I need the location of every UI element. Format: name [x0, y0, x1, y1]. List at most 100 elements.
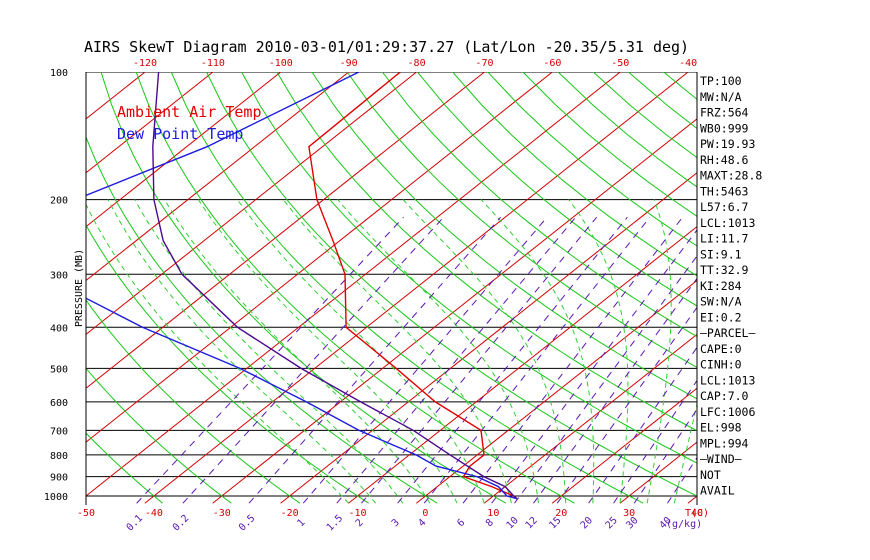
- mixing-ratio-label: 3: [390, 517, 402, 529]
- isotherm-line: [348, 225, 697, 504]
- isotherm-line: [551, 387, 697, 504]
- mixing-ratio-line: [533, 277, 697, 504]
- index-line: LCL:1013: [700, 216, 755, 230]
- index-line: LI:11.7: [700, 232, 749, 246]
- index-line: CAPE:0: [700, 342, 742, 356]
- index-line: LCL:1013: [700, 373, 755, 387]
- mixing-ratio-label: 2: [354, 517, 366, 529]
- isotherm-line: [212, 118, 697, 504]
- top-temp-label: -120: [133, 58, 157, 69]
- moist-adiabat: [480, 199, 595, 504]
- moist-adiabat: [568, 199, 629, 504]
- index-line: PW:19.93: [700, 137, 755, 151]
- moist-adiabat: [646, 199, 672, 504]
- dry-adiabat: [100, 72, 507, 504]
- grid-lines: [0, 72, 870, 504]
- isotherm-line: [144, 72, 689, 504]
- isotherm-line: [86, 72, 282, 228]
- mixing-ratio-line: [397, 216, 628, 504]
- bottom-temp-axis: -50 -40 -30 -20 -10 0 10 20 30 40T(C): [77, 508, 709, 519]
- dry-adiabat: [663, 72, 697, 101]
- mixing-ratio-line: [613, 379, 697, 504]
- chart-title: AIRS SkewT Diagram 2010-03-01/01:29:37.2…: [84, 38, 689, 56]
- bottom-temp-label: 0: [422, 508, 428, 519]
- moist-adiabat: [673, 401, 697, 504]
- pressure-tick-label: 500: [50, 364, 68, 375]
- profile-line-0: [308, 72, 518, 500]
- index-line: SW:N/A: [700, 295, 742, 309]
- profile-line-1: [86, 72, 518, 500]
- top-temp-label: -100: [269, 58, 293, 69]
- dry-adiabat: [346, 72, 697, 369]
- index-line: RH:48.6: [700, 153, 749, 167]
- dry-adiabat: [381, 72, 697, 338]
- moist-adiabat: [107, 199, 376, 504]
- pressure-axis: 100 200 300 400 500 600 700 800 900 1000 PRESSURE …: [44, 68, 85, 503]
- moist-adiabat: [86, 203, 349, 504]
- index-line: NOT: [700, 468, 721, 482]
- moist-adiabat: [337, 199, 539, 504]
- isotherm-line: [756, 72, 870, 503]
- index-line: EI:0.2: [700, 310, 742, 324]
- dry-adiabat: [487, 72, 697, 247]
- index-line: TH:5463: [700, 184, 749, 198]
- top-temp-label: -70: [475, 58, 493, 69]
- mixing-ratio-label: 1.5: [325, 513, 346, 534]
- bottom-temp-label: 40: [691, 508, 703, 519]
- profile-curves: [86, 72, 518, 500]
- pressure-tick-label: 600: [50, 398, 68, 409]
- top-temp-label: -60: [543, 58, 561, 69]
- isotherm-line: [0, 72, 77, 503]
- mixing-ratio-label: 1: [295, 517, 307, 529]
- top-temp-label: -90: [340, 58, 358, 69]
- top-temp-label: -80: [408, 58, 426, 69]
- index-line: WB0:999: [700, 121, 749, 135]
- moist-adiabat: [134, 199, 404, 504]
- dry-adiabat: [769, 72, 870, 503]
- pressure-axis-label: PRESSURE (MB): [74, 249, 85, 327]
- mixing-ratio-line: [423, 216, 651, 504]
- legend-entry: Ambient Air Temp: [117, 103, 262, 121]
- index-line: KI:284: [700, 279, 742, 293]
- profile-line-2: [152, 72, 518, 500]
- dry-adiabat: [206, 72, 697, 497]
- isotherm-line: [86, 72, 485, 389]
- isotherm-line: [280, 172, 697, 504]
- pressure-tick-label: 900: [50, 473, 68, 484]
- mixing-ratio-label: 25: [604, 515, 620, 531]
- index-line: TP:100: [700, 74, 742, 88]
- dry-adiabat: [135, 72, 575, 504]
- isotherm-line: [416, 279, 697, 504]
- index-line: SI:9.1: [700, 247, 742, 261]
- isotherm-line: [483, 333, 697, 504]
- index-line: —WIND—: [700, 452, 742, 466]
- mixing-ratio-line: [336, 216, 577, 504]
- isotherm-line: [86, 72, 553, 443]
- bottom-temp-label: -30: [213, 508, 231, 519]
- isotherm-line: [0, 72, 9, 503]
- mixing-ratio-label: 0.1: [125, 513, 146, 534]
- pressure-tick-label: 800: [50, 451, 68, 462]
- top-temp-label: -40: [679, 58, 697, 69]
- index-line: MPL:994: [700, 436, 749, 450]
- isotherm-line: [86, 72, 621, 497]
- bottom-temp-label: -40: [145, 508, 163, 519]
- mixing-ratio-line: [667, 456, 697, 504]
- mixing-ratio-line: [633, 408, 697, 504]
- index-line: LFC:1006: [700, 405, 755, 419]
- pressure-tick-label: 700: [50, 426, 68, 437]
- moist-adiabat: [197, 199, 458, 504]
- top-temp-axis: -120 -110 -100 -90 -80 -70 -60 -50 -40: [133, 58, 697, 69]
- bottom-temp-label: 30: [623, 508, 635, 519]
- mixing-ratio-label: 20: [579, 515, 595, 531]
- isotherm-line: [86, 72, 349, 282]
- bottom-temp-label: 20: [555, 508, 567, 519]
- moist-adiabat: [282, 199, 512, 504]
- mixing-ratio-line: [361, 216, 598, 504]
- dry-adiabat: [241, 72, 697, 464]
- top-temp-label: -50: [611, 58, 629, 69]
- index-line: CAP:7.0: [700, 389, 749, 403]
- legend-entry: Dew Point Temp: [117, 125, 243, 143]
- moist-adiabat: [164, 199, 431, 504]
